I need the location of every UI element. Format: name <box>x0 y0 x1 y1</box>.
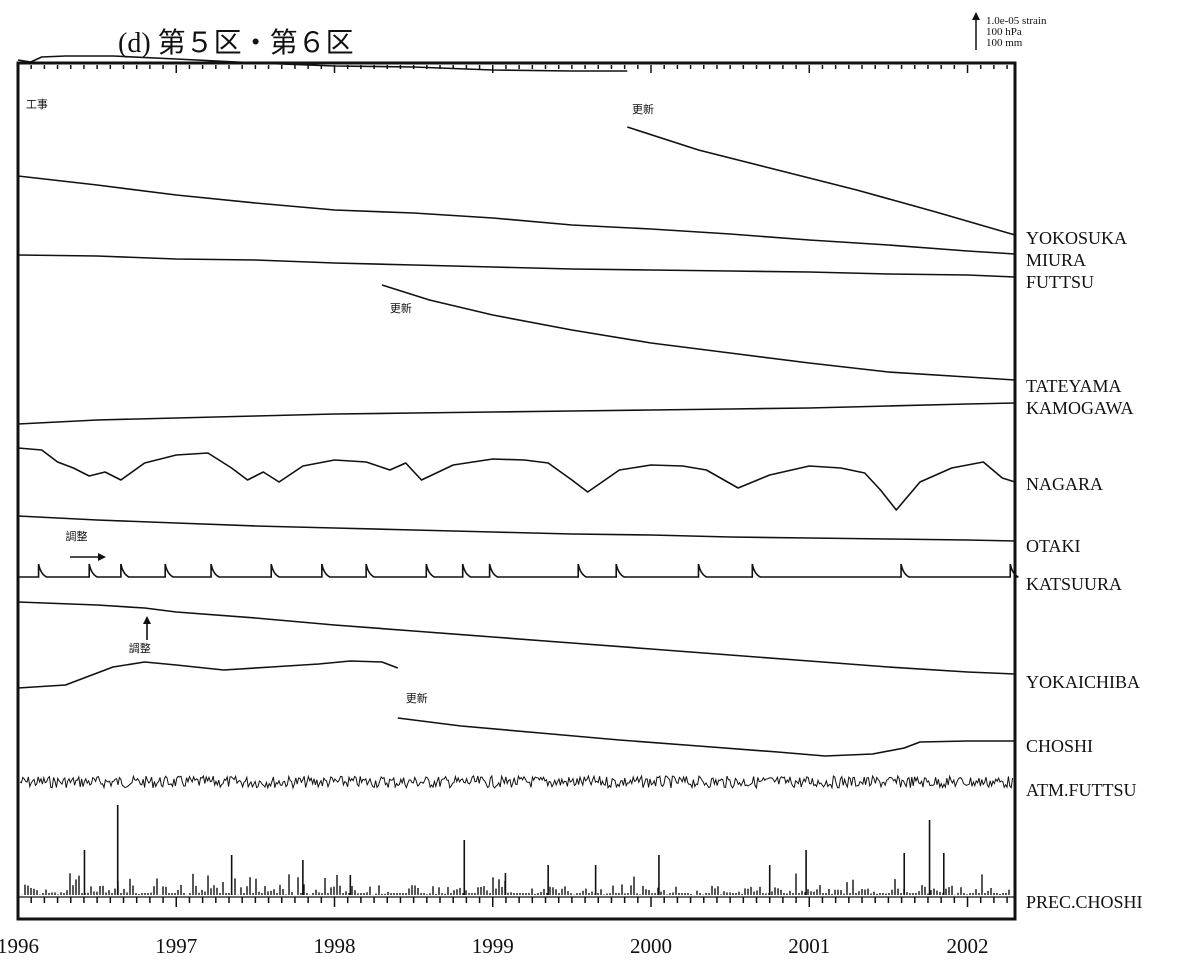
series-label: KATSUURA <box>1026 574 1122 594</box>
series-label: OTAKI <box>1026 536 1081 556</box>
series-label: TATEYAMA <box>1026 376 1122 396</box>
tick-marks <box>17 65 1008 907</box>
x-tick-label: 2002 <box>947 934 989 958</box>
scale-legend: 1.0e-05 strain 100 hPa 100 mm <box>972 12 1047 50</box>
series-label: KAMOGAWA <box>1026 398 1134 418</box>
series-line <box>17 601 1016 675</box>
series-line <box>17 55 628 72</box>
annotation-label: 更新 <box>390 301 412 315</box>
annotation-label: 更新 <box>406 691 428 705</box>
series-line <box>17 660 399 689</box>
series-label: YOKOSUKA <box>1026 228 1127 248</box>
series-line <box>397 717 1015 757</box>
adjust-arrow-up-head <box>143 616 151 624</box>
precip-bars <box>21 805 1010 895</box>
x-tick-labels: 1996 1997 1998 1999 2000 2001 2002 <box>0 934 989 958</box>
annotation-label: 調整 <box>129 641 151 655</box>
scale-label-line: 100 mm <box>986 37 1023 49</box>
series-label: CHOSHI <box>1026 736 1093 756</box>
x-tick-label: 1996 <box>0 934 39 958</box>
series-label: PREC.CHOSHI <box>1026 892 1143 912</box>
plot-frame <box>16 61 1017 921</box>
adjust-arrow-right-head <box>98 553 106 561</box>
x-tick-label: 1999 <box>472 934 514 958</box>
series-label: YOKAICHIBA <box>1026 672 1140 692</box>
series-label: NAGARA <box>1026 474 1103 494</box>
x-tick-label: 2001 <box>788 934 830 958</box>
series-label: ATM.FUTTSU <box>1026 780 1137 800</box>
scale-arrow-head <box>972 12 980 20</box>
scale-label: 1.0e-05 strain 100 hPa 100 mm <box>986 15 1047 49</box>
series-line <box>17 515 1016 542</box>
x-tick-label: 1997 <box>155 934 197 958</box>
annotation-label: 更新 <box>632 102 654 116</box>
series-line <box>381 284 1016 381</box>
series-lines <box>17 55 1019 895</box>
series-line <box>17 447 1016 511</box>
x-tick-label: 1998 <box>314 934 356 958</box>
scale-label-line: 1.0e-05 strain <box>986 15 1047 27</box>
series-line <box>18 563 1019 578</box>
series-line <box>17 402 1016 425</box>
scale-label-line: 100 hPa <box>986 26 1022 38</box>
series-label: MIURA <box>1026 250 1086 270</box>
annotation-label: 工事 <box>26 98 48 111</box>
series-label: FUTTSU <box>1026 272 1094 292</box>
series-line <box>17 254 1016 278</box>
annotation-label: 調整 <box>65 529 87 543</box>
x-tick-label: 2000 <box>630 934 672 958</box>
series-line <box>19 774 1014 790</box>
series-line <box>627 126 1016 236</box>
chart-title: (d) 第５区・第６区 <box>118 27 354 59</box>
series-line <box>17 175 1016 255</box>
